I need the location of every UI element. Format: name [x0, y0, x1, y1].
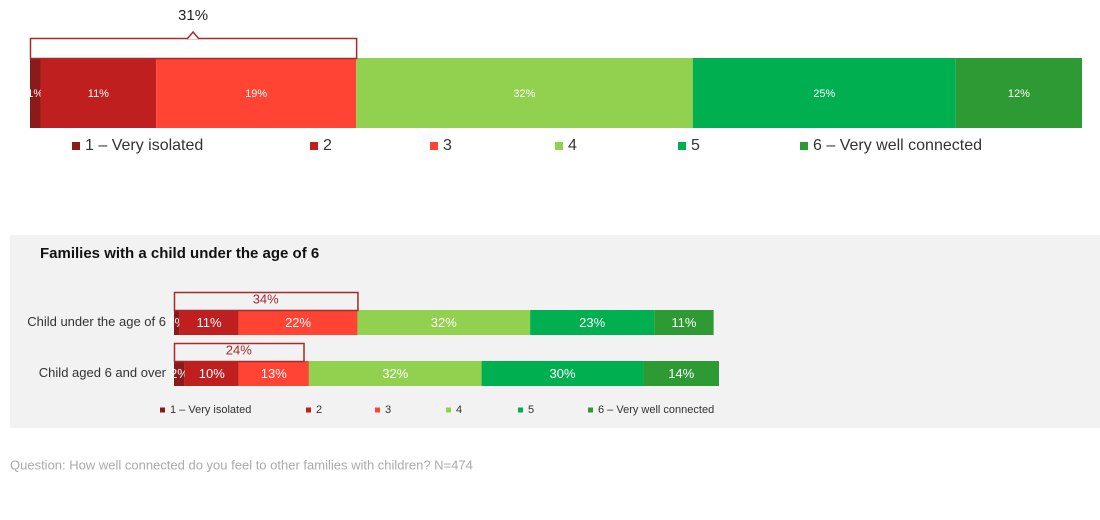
legend-label: 1 – Very isolated [170, 404, 251, 416]
legend-swatch [800, 142, 808, 150]
legend-swatch [518, 407, 523, 413]
bar-segment [654, 310, 714, 335]
value-label: 32% [382, 366, 408, 381]
bar-segment [357, 310, 531, 335]
bar-segment [184, 361, 239, 386]
value-label: 11% [197, 315, 222, 330]
value-label: 1% [27, 88, 43, 100]
bracket [173, 342, 305, 363]
value-label: 10% [199, 366, 225, 381]
bar-segment [238, 310, 358, 335]
value-label: 11% [671, 315, 696, 330]
bar-segment [530, 310, 655, 335]
legend-label: 3 [385, 404, 391, 416]
legend-label: 4 [568, 137, 577, 154]
bracket [29, 37, 358, 60]
value-label: 22% [285, 315, 311, 330]
bar-segment [40, 58, 157, 128]
legend-swatch [72, 142, 80, 150]
bar-segment [643, 361, 719, 386]
legend-label: 5 [691, 137, 700, 154]
legend-swatch [430, 142, 438, 150]
bar-segment [692, 58, 956, 128]
legend-label: 2 [316, 404, 322, 416]
legend-label: 4 [456, 404, 462, 416]
bracket [173, 291, 359, 312]
legend-label: 6 – Very well connected [813, 137, 982, 154]
bar-segment [179, 310, 239, 335]
legend-label: 6 – Very well connected [598, 404, 714, 416]
category-label: Child aged 6 and over [39, 365, 167, 380]
bracket-label: 24% [226, 342, 252, 357]
value-label: 25% [813, 88, 835, 100]
legend-swatch [160, 407, 165, 413]
bar-segment [174, 361, 185, 386]
panel-title: Families with a child under the age of 6 [40, 245, 319, 262]
category-label: Child under the age of 6 [27, 314, 166, 329]
bar-segment [30, 58, 41, 128]
value-label: 12% [1008, 88, 1030, 100]
bar-segment [356, 58, 693, 128]
value-label: 2% [170, 366, 189, 381]
bar-segment [481, 361, 644, 386]
value-label: 14% [668, 366, 694, 381]
legend-label: 5 [528, 404, 534, 416]
bar-segment [955, 58, 1082, 128]
legend-swatch [678, 142, 686, 150]
legend-label: 1 – Very isolated [85, 137, 203, 154]
bar-segment [238, 361, 309, 386]
legend-swatch [375, 407, 380, 413]
value-label: 23% [579, 315, 605, 330]
legend-swatch [446, 407, 451, 413]
bar-segment [308, 361, 482, 386]
bar-segment [174, 310, 180, 335]
legend-label: 3 [443, 137, 452, 154]
bar-segment [156, 58, 357, 128]
value-label: 30% [549, 366, 575, 381]
value-label: 11% [88, 88, 109, 100]
bracket-caret [186, 30, 200, 40]
legend-swatch [555, 142, 563, 150]
footnote: Question: How well connected do you feel… [10, 457, 473, 472]
legend-swatch [306, 407, 311, 413]
value-label: 32% [431, 315, 457, 330]
value-label: 32% [513, 88, 535, 100]
value-label: 19% [245, 88, 267, 100]
legend-swatch [310, 142, 318, 150]
value-label: 13% [261, 366, 287, 381]
bracket-label: 34% [253, 291, 279, 306]
bracket-label: 31% [178, 7, 208, 24]
legend-swatch [588, 407, 593, 413]
legend-label: 2 [323, 137, 332, 154]
